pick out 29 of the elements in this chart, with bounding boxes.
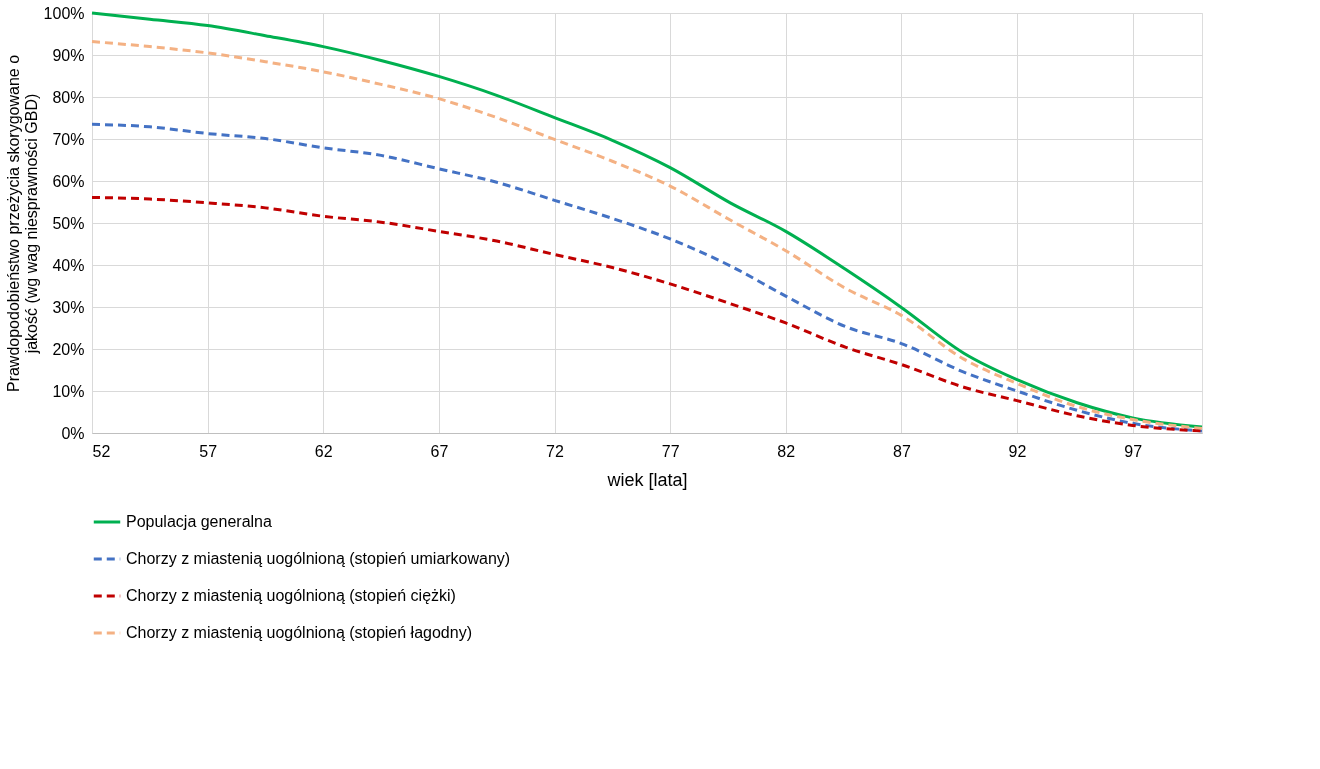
- y-tick-label: 90%: [52, 46, 85, 64]
- y-tick-label: 50%: [52, 214, 85, 232]
- y-tick-label: 100%: [43, 4, 85, 22]
- x-tick-label: 97: [1124, 442, 1143, 460]
- x-axis-title: wiek [lata]: [606, 469, 688, 490]
- x-tick-label: 72: [546, 442, 564, 460]
- line-series: [90, 122, 1204, 433]
- x-tick-label: 67: [430, 442, 449, 460]
- legend-label: Chorzy z miastenią uogólnioną (stopień umiarkowany): [126, 550, 511, 567]
- y-axis-title: Prawdopodobieństwo przeżycia skorygowane o jakość (wg wag niesprawności GBD): [4, 54, 40, 393]
- x-tick-label: 77: [661, 442, 680, 460]
- legend-label: Chorzy z miastenią uogólnioną (stopień ciężki): [126, 587, 456, 604]
- y-tick-label: 40%: [52, 256, 85, 274]
- y-tick-label: 80%: [52, 88, 85, 106]
- x-tick-label: 52: [92, 442, 111, 460]
- x-tick-label: 87: [892, 442, 911, 460]
- y-tick-label: 70%: [52, 130, 85, 148]
- x-tick-label: 62: [314, 442, 333, 460]
- y-tick-label: 10%: [52, 382, 85, 400]
- legend-label: Populacja generalna: [126, 513, 272, 530]
- y-tick-label: 60%: [52, 172, 85, 190]
- line-series: [90, 195, 1204, 433]
- y-tick-label: 0%: [61, 424, 85, 442]
- x-tick-label: 92: [1008, 442, 1027, 460]
- legend-label: Chorzy z miastenią uogólnioną (stopień łagodny): [126, 624, 472, 641]
- x-tick-label: 82: [777, 442, 796, 460]
- y-tick-label: 20%: [52, 340, 85, 358]
- y-tick-label: 30%: [52, 298, 85, 316]
- x-tick-label: 57: [199, 442, 218, 460]
